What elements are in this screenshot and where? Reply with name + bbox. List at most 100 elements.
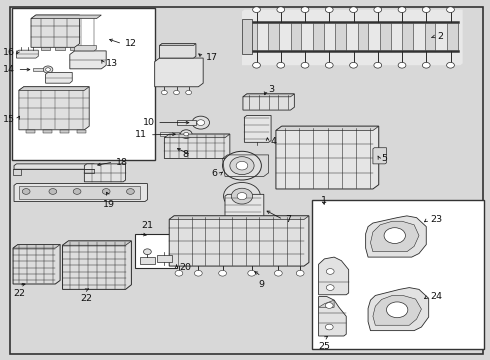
Bar (246, 23, 257, 50)
Polygon shape (63, 241, 131, 245)
Circle shape (175, 270, 183, 276)
Bar (291, 23, 301, 50)
Text: 18: 18 (116, 158, 128, 167)
Text: 8: 8 (183, 150, 189, 159)
Text: 14: 14 (3, 65, 15, 74)
Polygon shape (164, 134, 230, 138)
Circle shape (22, 189, 30, 194)
Polygon shape (160, 44, 196, 58)
Polygon shape (74, 45, 97, 51)
Polygon shape (318, 300, 334, 307)
Polygon shape (26, 130, 35, 134)
Bar (447, 23, 458, 50)
Polygon shape (13, 169, 21, 175)
Circle shape (223, 183, 260, 210)
Polygon shape (43, 130, 52, 134)
Bar (402, 23, 413, 50)
Circle shape (301, 62, 309, 68)
Polygon shape (318, 297, 346, 336)
Circle shape (374, 62, 382, 68)
Polygon shape (373, 148, 387, 164)
Circle shape (446, 7, 454, 13)
Polygon shape (41, 47, 50, 50)
Circle shape (325, 7, 333, 13)
Text: 11: 11 (135, 130, 147, 139)
Polygon shape (84, 164, 125, 182)
Circle shape (277, 7, 285, 13)
Circle shape (180, 130, 192, 138)
Circle shape (325, 62, 333, 68)
Bar (312, 200, 485, 348)
Circle shape (144, 249, 151, 255)
Polygon shape (140, 257, 155, 264)
Circle shape (325, 324, 333, 330)
Circle shape (197, 120, 205, 126)
Circle shape (219, 270, 226, 276)
Polygon shape (70, 51, 106, 69)
Text: 24: 24 (430, 292, 442, 301)
Polygon shape (160, 44, 196, 45)
Polygon shape (276, 126, 379, 189)
Circle shape (186, 90, 192, 95)
Polygon shape (164, 134, 230, 158)
Text: 4: 4 (270, 137, 276, 146)
Polygon shape (242, 19, 252, 54)
Circle shape (274, 270, 282, 276)
Polygon shape (176, 121, 196, 125)
Circle shape (162, 90, 167, 95)
Circle shape (184, 132, 189, 136)
Text: 21: 21 (141, 221, 153, 230)
Polygon shape (19, 87, 89, 130)
Text: 3: 3 (269, 85, 275, 94)
Text: 1: 1 (320, 196, 326, 205)
Polygon shape (169, 216, 309, 220)
Text: 16: 16 (3, 48, 15, 57)
Circle shape (248, 270, 256, 276)
Circle shape (195, 270, 202, 276)
Polygon shape (19, 87, 89, 90)
Bar (358, 23, 368, 50)
Bar (425, 23, 436, 50)
Circle shape (350, 62, 357, 68)
Text: 17: 17 (206, 53, 218, 62)
Text: 2: 2 (437, 32, 443, 41)
Polygon shape (13, 244, 60, 284)
Circle shape (326, 285, 334, 291)
Polygon shape (33, 68, 43, 71)
Text: 25: 25 (318, 342, 330, 351)
Circle shape (398, 62, 406, 68)
Bar (335, 23, 346, 50)
Polygon shape (13, 244, 60, 248)
Circle shape (49, 189, 57, 194)
Polygon shape (31, 15, 79, 47)
Circle shape (296, 270, 304, 276)
Circle shape (126, 189, 134, 194)
Polygon shape (46, 72, 72, 83)
Text: 15: 15 (3, 115, 15, 124)
Polygon shape (31, 15, 101, 19)
Bar (12, 8, 155, 160)
Circle shape (446, 62, 454, 68)
Text: 23: 23 (430, 215, 442, 224)
Polygon shape (169, 216, 309, 266)
Polygon shape (14, 164, 94, 169)
Circle shape (237, 193, 247, 200)
Circle shape (192, 116, 210, 129)
Circle shape (350, 7, 357, 13)
Circle shape (253, 7, 260, 13)
Polygon shape (366, 216, 426, 257)
Circle shape (43, 66, 53, 73)
Text: 19: 19 (102, 200, 115, 209)
Polygon shape (225, 194, 264, 220)
Circle shape (236, 161, 248, 170)
Text: 6: 6 (212, 170, 218, 179)
Polygon shape (243, 94, 294, 97)
Polygon shape (84, 169, 94, 173)
Bar (380, 23, 391, 50)
Circle shape (301, 7, 309, 13)
Text: 22: 22 (13, 289, 25, 298)
Circle shape (102, 189, 110, 194)
Circle shape (277, 62, 285, 68)
Circle shape (326, 269, 334, 274)
Bar (268, 23, 279, 50)
